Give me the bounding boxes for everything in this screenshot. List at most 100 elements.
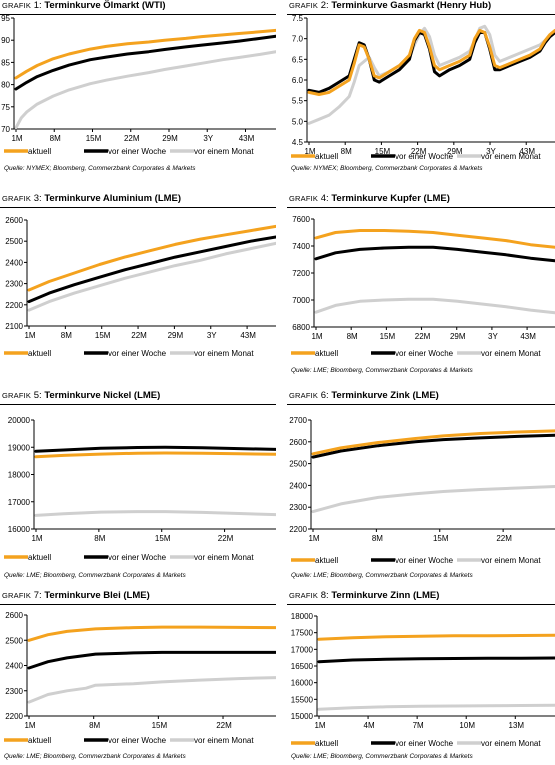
chart-plot: 2200 2300 2400 2500 2600 2700 1M 8M 15M 22M aktuel… [289, 416, 555, 565]
y-tick-label: 15500 [291, 695, 314, 704]
chart-panel: GRAFIK 3: Terminkurve Aluminium (LME) 210… [0, 193, 276, 378]
chart-title: GRAFIK 2: Terminkurve Gasmarkt (Henry Hu… [289, 0, 491, 11]
legend-label: vor einer Woche [108, 147, 167, 156]
x-tick-label: 8M [347, 332, 358, 341]
x-tick-label: 4M [364, 721, 375, 730]
series-line [317, 656, 555, 664]
x-tick-label: 29M [447, 147, 463, 156]
title-prefix: GRAFIK [289, 1, 319, 10]
x-tick-label: 15M [152, 721, 168, 730]
x-tick-label: 1M [311, 332, 322, 341]
x-tick-label: 22M [131, 331, 147, 340]
x-tick-label: 3Y [207, 331, 217, 340]
x-tick-label: 1M [304, 147, 315, 156]
chart-title: GRAFIK 1: Terminkurve Ölmarkt (WTI) [2, 0, 166, 11]
x-tick-label: 43M [239, 134, 255, 143]
chart-panel: GRAFIK 7: Terminkurve Blei (LME) 2200 2300… [0, 590, 276, 765]
y-tick-label: 2200 [5, 301, 23, 310]
chart-number: 1: [31, 0, 45, 11]
chart-number: 4: [318, 193, 332, 204]
legend-label: aktuell [28, 147, 51, 156]
legend-label: aktuell [315, 349, 338, 358]
legend-label: vor einer Woche [108, 553, 167, 562]
chart-plot: 4.5 5.0 5.5 6.0 6.5 7.0 7.5 1M 8M 15M 22M 29M 3Y 43M a… [291, 14, 555, 161]
source-note: Quelle: LME; Bloomberg, Commerzbank Corp… [291, 753, 473, 760]
x-tick-label: 1M [314, 721, 325, 730]
chart-panel: GRAFIK 8: Terminkurve Zinn (LME) 15000 155… [287, 590, 555, 765]
y-tick-label: 2400 [5, 258, 23, 267]
title-prefix: GRAFIK [2, 391, 32, 400]
y-tick-label: 6800 [292, 323, 310, 332]
y-tick-label: 2400 [289, 481, 307, 490]
y-tick-label: 7200 [292, 269, 310, 278]
y-tick-label: 90 [1, 36, 10, 45]
x-tick-label: 8M [94, 534, 105, 543]
chart-panel: GRAFIK 6: Terminkurve Zink (LME) 2200 2300… [287, 390, 555, 586]
y-tick-label: 85 [1, 58, 10, 67]
x-tick-label: 1M [31, 534, 42, 543]
y-tick-label: 16000 [291, 679, 314, 688]
y-tick-label: 2100 [5, 322, 23, 331]
chart-plot: 2100 2200 2300 2400 2500 2600 1M 8M 15M 22M 29M 3Y 4… [4, 216, 276, 358]
x-tick-label: 15M [433, 534, 449, 543]
title-rule [0, 14, 276, 15]
x-tick-label: 1M [24, 331, 35, 340]
y-tick-label: 75 [1, 103, 10, 112]
chart-title: GRAFIK 4: Terminkurve Kupfer (LME) [289, 193, 450, 204]
source-note: Quelle: LME; Bloomberg, Commerzbank Corp… [4, 572, 186, 579]
x-tick-label: 22M [411, 147, 427, 156]
chart-number: 5: [31, 390, 45, 401]
y-tick-label: 2200 [5, 712, 23, 721]
source-note: Quelle: LME; Bloomberg, Commerzbank Corp… [4, 753, 186, 760]
chart-number: 2: [318, 0, 332, 11]
legend-label: vor einer Woche [395, 739, 454, 748]
title-rule [0, 207, 276, 208]
x-tick-label: 22M [216, 721, 232, 730]
y-tick-label: 2300 [5, 687, 23, 696]
y-tick-label: 7600 [292, 215, 310, 224]
series-line [14, 50, 276, 130]
x-tick-label: 15M [86, 134, 102, 143]
y-tick-label: 2300 [289, 503, 307, 512]
source-note: Quelle: LME; Bloomberg, Commerzbank Corp… [291, 572, 473, 579]
y-tick-label: 17500 [291, 629, 314, 638]
y-tick-label: 2200 [289, 525, 307, 534]
legend-label: vor einer Woche [108, 736, 167, 745]
y-tick-label: 16500 [291, 662, 314, 671]
y-tick-label: 5.5 [292, 97, 304, 106]
source-note: Quelle: NYMEX; Bloomberg, Commerzbank Co… [4, 165, 196, 172]
x-tick-label: 3Y [486, 147, 496, 156]
source-note: Quelle: LME; Bloomberg, Commerzbank Corp… [291, 367, 473, 374]
x-tick-label: 15M [95, 331, 111, 340]
x-tick-label: 15M [375, 147, 391, 156]
x-tick-label: 29M [162, 134, 178, 143]
series-line [27, 625, 276, 642]
chart-number: 7: [31, 590, 45, 601]
title-prefix: GRAFIK [289, 591, 319, 600]
y-tick-label: 2300 [5, 280, 23, 289]
x-tick-label: 1M [308, 534, 319, 543]
title-prefix: GRAFIK [2, 1, 32, 10]
x-tick-label: 8M [372, 534, 383, 543]
title-prefix: GRAFIK [2, 591, 32, 600]
series-line [34, 510, 276, 517]
chart-panel: GRAFIK 5: Terminkurve Nickel (LME) 16000 1… [0, 390, 276, 586]
y-tick-label: 7400 [292, 242, 310, 251]
x-tick-label: 1M [24, 721, 35, 730]
chart-number: 3: [31, 193, 45, 204]
y-tick-label: 80 [1, 81, 10, 90]
x-tick-label: 8M [89, 721, 100, 730]
legend-label: vor einem Monat [194, 147, 254, 156]
chart-title-text: Terminkurve Ölmarkt (WTI) [44, 0, 166, 11]
title-rule [287, 604, 555, 605]
y-tick-label: 2600 [5, 216, 23, 225]
title-rule [287, 14, 555, 15]
chart-plot: 6800 7000 7200 7400 7600 1M 8M 15M 22M 29M 3Y 43M ak… [291, 215, 555, 358]
chart-title-text: Terminkurve Gasmarkt (Henry Hub) [331, 0, 492, 11]
x-tick-label: 8M [61, 331, 72, 340]
series-line [307, 24, 555, 125]
series-line [307, 28, 555, 96]
y-tick-label: 2700 [289, 416, 307, 425]
chart-plot: 2200 2300 2400 2500 2600 1M 8M 15M 22M aktuell vor… [4, 611, 276, 745]
source-note: Quelle: NYMEX; Bloomberg, Commerzbank Co… [291, 165, 483, 172]
